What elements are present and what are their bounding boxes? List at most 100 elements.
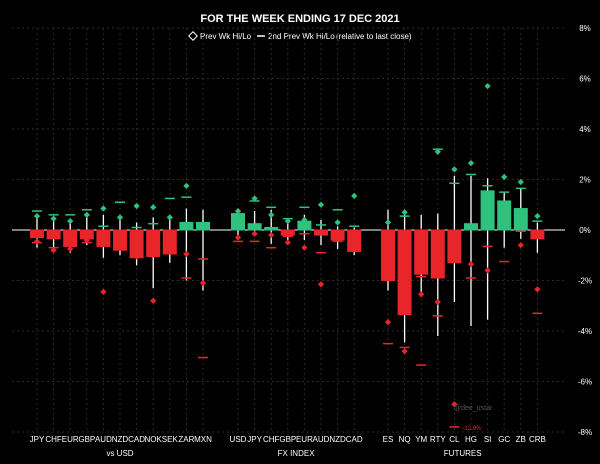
x-tick-label: GBP: [78, 435, 95, 444]
x-tick-label: CHF: [45, 435, 62, 444]
prev-high-diamond: [534, 213, 541, 220]
candle-body-jpy: [247, 223, 262, 231]
prev-high-diamond: [50, 215, 57, 222]
prev-high-diamond: [166, 214, 173, 221]
prev-high-diamond: [284, 218, 291, 225]
prev-high-diamond: [384, 219, 392, 226]
candle-body-sek: [162, 229, 177, 255]
x-tick-label: NZD: [329, 435, 346, 444]
x-tick-label: MXN: [194, 435, 212, 444]
legend-note: (relative to last close): [336, 32, 412, 41]
x-tick-label: EUR: [62, 435, 79, 444]
prev-high-diamond: [183, 182, 190, 189]
candle-body-si: [480, 190, 495, 231]
candle-body-hg: [464, 223, 478, 231]
x-tick-label: SEK: [162, 435, 179, 444]
x-tick-label: GBP: [279, 435, 296, 444]
prev-low-diamond: [166, 242, 173, 249]
y-tick-label: 4%: [579, 125, 591, 134]
legend-2nd-prev-label: 2nd Prev Wk Hi/Lo: [268, 32, 335, 41]
prev-high-diamond: [317, 201, 325, 208]
legend-prev-label: Prev Wk Hi/Lo: [200, 32, 252, 41]
y-tick-label: -4%: [578, 327, 592, 336]
prev-high-diamond: [100, 205, 107, 212]
watermark: @dee_ustar: [454, 405, 493, 412]
candle-body-crb: [530, 229, 545, 240]
prev-high-diamond: [434, 148, 441, 155]
prev-high-diamond: [401, 209, 408, 216]
x-tick-label: AUD: [95, 435, 112, 444]
group-label: FUTURES: [444, 449, 482, 458]
candle-body-gbp: [280, 229, 295, 236]
y-tick-label: 6%: [579, 75, 591, 84]
x-tick-label: SI: [484, 435, 492, 444]
x-tick-label: CHF: [263, 435, 280, 444]
prev-low-diamond: [133, 253, 140, 260]
candle-body-aud: [96, 229, 111, 247]
x-tick-label: RTY: [430, 435, 447, 444]
x-tick-label: USD: [230, 435, 247, 444]
candle-body-zar: [179, 221, 194, 231]
prev-high-diamond: [133, 202, 140, 210]
prev-low-diamond: [434, 298, 441, 306]
prev-high-diamond: [351, 192, 358, 200]
candle-body-eur: [63, 229, 78, 247]
x-tick-label: CL: [449, 435, 460, 444]
prev-high-diamond: [234, 207, 242, 215]
y-tick-label: 2%: [579, 176, 591, 185]
prev-low-diamond: [301, 244, 308, 251]
y-tick-label: 8%: [579, 24, 591, 33]
prev-low-diamond: [199, 279, 207, 287]
x-tick-label: CRB: [529, 435, 546, 444]
prev-high-diamond: [467, 159, 475, 167]
candle-body-zb: [513, 208, 528, 231]
prev-low-diamond: [534, 286, 541, 293]
prev-high-diamond: [33, 213, 41, 220]
candle-body-nq: [397, 229, 412, 316]
prev-low-diamond: [33, 238, 41, 245]
prev-low-diamond: [384, 319, 392, 326]
prev-low-diamond: [484, 267, 491, 274]
candle-body-chf: [264, 226, 279, 231]
x-tick-label: HG: [465, 435, 477, 444]
y-tick-label: -2%: [578, 277, 592, 286]
x-tick-label: JPY: [30, 435, 45, 444]
prev-low-diamond: [251, 230, 258, 237]
prev-high-diamond: [484, 82, 491, 90]
prev-high-diamond: [268, 211, 275, 218]
prev-high-diamond: [67, 218, 74, 225]
chart-marks: -12.9%: [30, 82, 545, 432]
prev-low-diamond: [150, 297, 157, 304]
candle-body-aud: [314, 229, 328, 236]
y-tick-label: 0%: [579, 226, 591, 235]
x-tick-label: EUR: [296, 435, 313, 444]
x-tick-label: GC: [498, 435, 510, 444]
x-tick-label: NOK: [145, 435, 163, 444]
prev-low-diamond: [284, 239, 291, 246]
prev-high-diamond: [334, 219, 341, 226]
prev-low-diamond: [100, 288, 107, 295]
legend-prev-marker: [188, 31, 198, 41]
prev-high-diamond: [451, 166, 458, 173]
candle-body-jpy: [30, 229, 44, 239]
prev-low-diamond: [183, 250, 190, 258]
candle-body-es: [381, 229, 395, 281]
prev-low-diamond: [317, 281, 325, 288]
y-tick-label: -6%: [578, 378, 592, 387]
prev-low-diamond: [517, 242, 524, 249]
chart-title: FOR THE WEEK ENDING 17 DEC 2021: [200, 13, 399, 25]
candle-body-usd: [231, 213, 245, 231]
x-tick-label: NQ: [399, 435, 411, 444]
prev-low-diamond: [401, 348, 408, 355]
prev-low-diamond: [234, 234, 242, 241]
prev-low-diamond: [83, 236, 90, 244]
candle-body-nzd: [113, 229, 127, 251]
x-tick-label: NZD: [112, 435, 129, 444]
prev-low-diamond: [268, 231, 275, 239]
prev-high-diamond: [150, 204, 157, 211]
x-tick-label: CAD: [346, 435, 363, 444]
candle-body-chf: [46, 229, 61, 240]
prev-low-diamond: [451, 401, 458, 408]
